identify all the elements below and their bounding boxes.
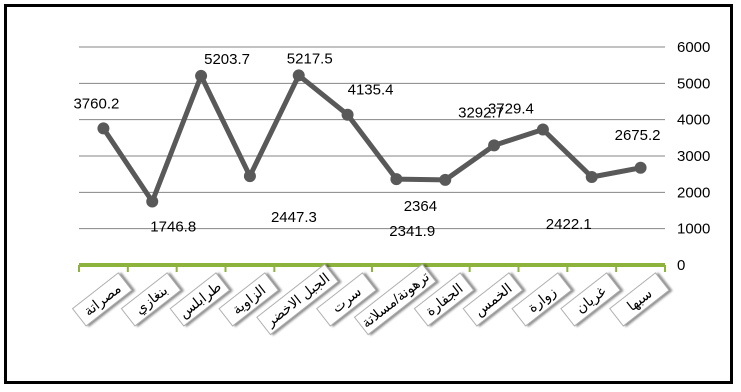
data-point <box>488 139 501 152</box>
data-label: 2341.9 <box>389 223 435 240</box>
data-point <box>97 122 110 135</box>
category-label-box <box>511 272 573 327</box>
category-label: مصراتة <box>71 272 133 327</box>
data-point <box>439 173 452 186</box>
data-point <box>292 69 305 82</box>
category-label-box <box>316 272 377 327</box>
data-label: 2447.3 <box>271 209 317 226</box>
category-label: زوارة <box>511 272 573 327</box>
y-axis-tick-labels: 0 1000 2000 3000 4000 5000 6000 <box>677 39 710 274</box>
line-chart: 0 1000 2000 3000 4000 5000 6000 2675.2 2422.1 37… <box>71 39 710 336</box>
category-label: ترهونة/مسلاتة <box>353 263 437 336</box>
category-label: غريان <box>560 272 621 327</box>
category-label-box <box>353 263 437 336</box>
data-point <box>195 69 208 82</box>
y-tick-label: 1000 <box>677 221 710 238</box>
chart-frame: 0 1000 2000 3000 4000 5000 6000 2675.2 2422.1 37… <box>4 4 733 384</box>
y-tick-label: 4000 <box>677 112 710 129</box>
category-label-box <box>413 272 475 327</box>
y-tick-label: 3000 <box>677 148 710 165</box>
y-tick-label: 2000 <box>677 184 710 201</box>
data-label: 3292.7 <box>458 104 504 121</box>
category-label-box <box>71 272 133 327</box>
data-label: 3760.2 <box>73 95 119 112</box>
y-tick-label: 6000 <box>677 39 710 56</box>
data-label: 3729.4 <box>488 100 534 117</box>
category-label-text: ترهونة/مسلاتة <box>358 268 433 331</box>
data-label: 1746.8 <box>150 219 196 236</box>
y-tick-label: 5000 <box>677 75 710 92</box>
category-label: الخمس <box>462 272 524 327</box>
category-label: طرابلس <box>169 272 231 327</box>
data-point <box>634 161 647 174</box>
category-label-box <box>462 272 524 327</box>
data-point <box>390 173 403 186</box>
category-label: الجبل الاخضر <box>256 263 339 336</box>
series-layer <box>97 69 647 208</box>
category-label-box <box>256 263 339 336</box>
category-label-box <box>169 272 231 327</box>
data-point <box>585 170 598 183</box>
category-label-text: الجبل الاخضر <box>262 270 333 331</box>
x-axis <box>78 263 666 272</box>
category-labels: سبهاغريانزوارةالخمسالجفارةترهونة/مسلاتةس… <box>71 263 670 336</box>
series-line <box>100 72 644 204</box>
category-label: سبها <box>609 272 670 327</box>
gridlines <box>79 46 665 230</box>
data-label: 5217.5 <box>287 50 333 67</box>
category-label-box <box>609 272 670 327</box>
category-label-box <box>560 272 621 327</box>
category-label-box <box>218 272 280 327</box>
data-point <box>146 195 159 208</box>
data-point <box>341 108 354 121</box>
data-label: 2675.2 <box>615 127 661 144</box>
y-tick-label: 0 <box>677 257 685 274</box>
category-label: بنغازي <box>120 272 182 327</box>
data-label: 4135.4 <box>348 82 394 99</box>
data-label: 2364 <box>404 198 437 215</box>
data-point <box>536 123 549 136</box>
data-label: 2422.1 <box>546 216 592 233</box>
data-label: 5203.7 <box>204 51 250 68</box>
data-point <box>243 170 256 183</box>
category-label-box <box>120 272 182 327</box>
